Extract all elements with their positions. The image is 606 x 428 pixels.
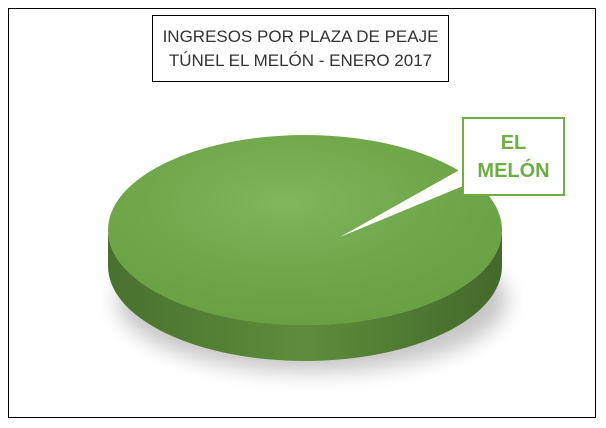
leader-wedge (340, 168, 463, 237)
pie-top-shade (108, 135, 502, 325)
pie-side-shade (108, 230, 502, 361)
chart-frame (8, 8, 596, 418)
data-label: EL MELÓN (462, 117, 565, 196)
title-line: TÚNEL EL MELÓN - ENERO 2017 (168, 50, 433, 70)
pie (108, 135, 502, 361)
title-line: INGRESOS POR PLAZA DE PEAJE (162, 26, 439, 46)
chart-title: INGRESOS POR PLAZA DE PEAJE TÚNEL EL MEL… (152, 15, 449, 82)
